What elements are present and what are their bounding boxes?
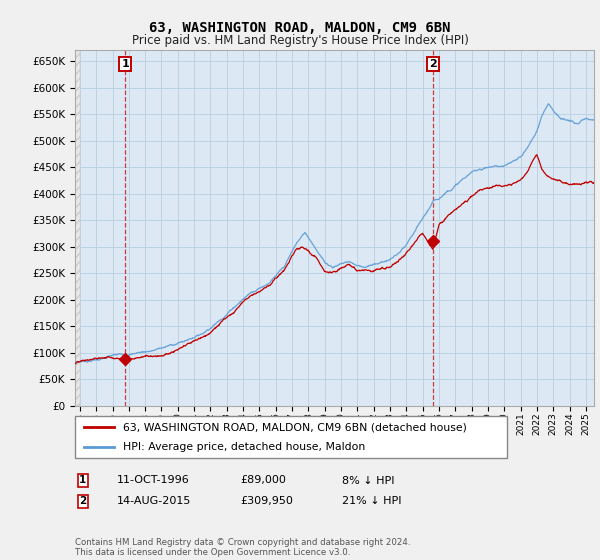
Text: 1: 1: [79, 475, 86, 486]
Text: 63, WASHINGTON ROAD, MALDON, CM9 6BN: 63, WASHINGTON ROAD, MALDON, CM9 6BN: [149, 21, 451, 35]
Text: £309,950: £309,950: [240, 496, 293, 506]
Text: HPI: Average price, detached house, Maldon: HPI: Average price, detached house, Mald…: [122, 442, 365, 452]
Text: 8% ↓ HPI: 8% ↓ HPI: [342, 475, 395, 486]
Text: Contains HM Land Registry data © Crown copyright and database right 2024.
This d: Contains HM Land Registry data © Crown c…: [75, 538, 410, 557]
Text: 11-OCT-1996: 11-OCT-1996: [117, 475, 190, 486]
Text: £89,000: £89,000: [240, 475, 286, 486]
FancyBboxPatch shape: [75, 416, 507, 458]
Text: Price paid vs. HM Land Registry's House Price Index (HPI): Price paid vs. HM Land Registry's House …: [131, 34, 469, 46]
Text: 1: 1: [121, 59, 129, 69]
Text: 2: 2: [429, 59, 437, 69]
Text: 14-AUG-2015: 14-AUG-2015: [117, 496, 191, 506]
Text: 21% ↓ HPI: 21% ↓ HPI: [342, 496, 401, 506]
Text: 2: 2: [79, 496, 86, 506]
Text: 63, WASHINGTON ROAD, MALDON, CM9 6BN (detached house): 63, WASHINGTON ROAD, MALDON, CM9 6BN (de…: [122, 422, 466, 432]
